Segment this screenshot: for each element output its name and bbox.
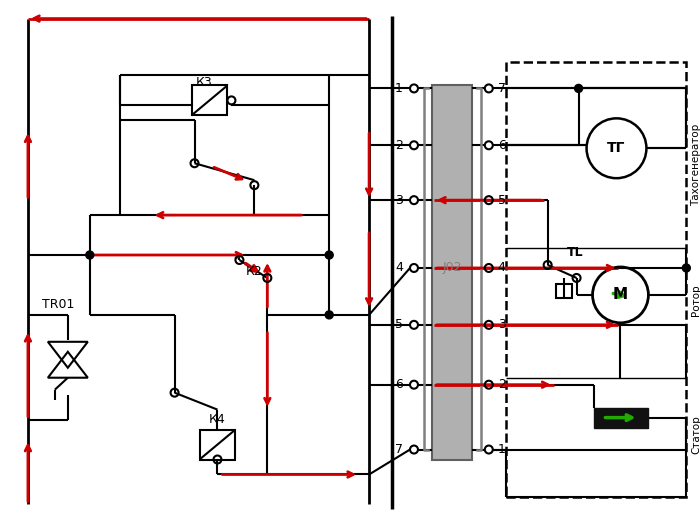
Bar (556, 284, 572, 298)
Text: TR01: TR01 (42, 298, 74, 311)
Text: Статор: Статор (692, 415, 700, 454)
Bar (594, 407, 648, 428)
Text: 5: 5 (498, 194, 506, 207)
Text: TL: TL (567, 245, 584, 258)
Text: 1: 1 (498, 443, 505, 456)
Bar (199, 430, 235, 459)
Text: К4: К4 (209, 413, 226, 426)
Text: Тахогенератор: Тахогенератор (692, 124, 700, 207)
Text: 7: 7 (395, 443, 403, 456)
Text: 2: 2 (395, 139, 403, 152)
Text: 2: 2 (498, 378, 505, 391)
Text: М: М (613, 288, 628, 303)
Text: 1: 1 (395, 82, 403, 95)
Text: 6: 6 (395, 378, 403, 391)
Text: 7: 7 (498, 82, 506, 95)
Text: 3: 3 (498, 318, 505, 331)
Circle shape (326, 311, 333, 319)
Bar (192, 86, 228, 115)
Circle shape (326, 251, 333, 259)
Circle shape (86, 251, 94, 259)
Circle shape (575, 85, 582, 92)
Circle shape (682, 264, 690, 272)
Text: 3: 3 (395, 194, 403, 207)
Bar (432, 86, 472, 459)
Text: J02: J02 (442, 262, 461, 275)
Text: 6: 6 (498, 139, 505, 152)
Text: К2: К2 (246, 266, 262, 279)
Text: 4: 4 (395, 262, 403, 275)
Bar (506, 62, 686, 497)
Text: 4: 4 (498, 262, 505, 275)
Text: К3: К3 (196, 76, 213, 89)
Text: ТГ: ТГ (607, 141, 626, 155)
Text: Ротор: Ротор (692, 284, 700, 316)
Text: 5: 5 (395, 318, 403, 331)
